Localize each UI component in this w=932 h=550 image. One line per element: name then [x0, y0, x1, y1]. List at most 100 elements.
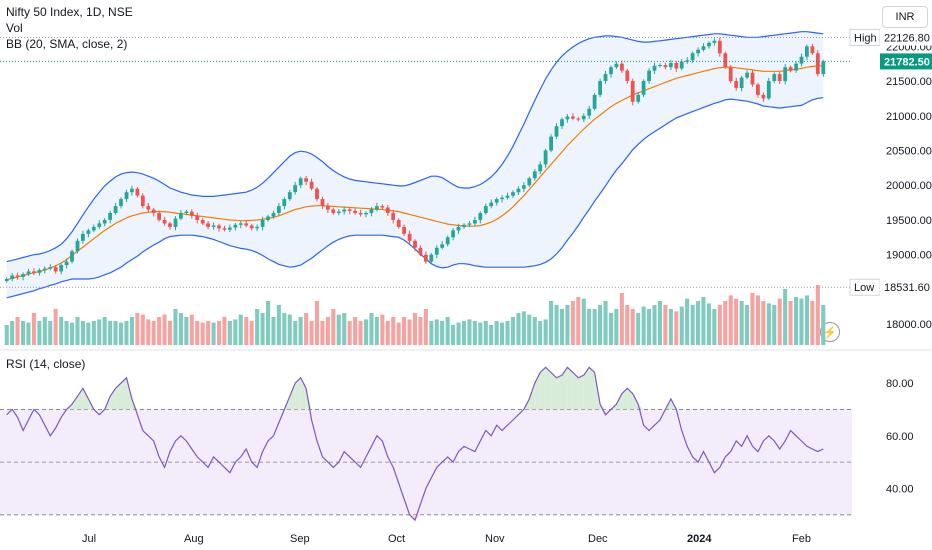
candle-body: [124, 192, 129, 200]
rsi-overbought-fill: [561, 367, 568, 410]
volume-bar: [549, 301, 554, 345]
candle-body: [674, 63, 679, 69]
candle-body: [64, 261, 69, 266]
candle-body: [353, 210, 357, 213]
candle-body: [614, 63, 619, 68]
rsi-overbought-fill: [529, 383, 535, 410]
candle-body: [630, 81, 635, 102]
candle-body: [42, 268, 47, 270]
candle-body: [336, 211, 341, 213]
candle-body: [805, 46, 809, 57]
volume-bar: [391, 317, 396, 345]
candle-body: [418, 247, 423, 255]
volume-bar: [287, 314, 292, 345]
volume-bar: [696, 301, 701, 345]
rsi-legend[interactable]: RSI (14, close): [6, 357, 86, 371]
candle-body: [396, 220, 401, 227]
candle-body: [315, 188, 319, 200]
volume-bar: [59, 317, 64, 345]
candle-body: [21, 274, 25, 277]
candle-body: [91, 226, 96, 231]
rsi-overbought-fill: [72, 396, 78, 410]
volume-bar: [766, 303, 771, 345]
candle-body: [157, 213, 161, 220]
candle-body: [587, 108, 592, 116]
rsi-overbought-fill: [300, 377, 307, 410]
volume-bar: [783, 289, 788, 345]
candle-body: [402, 226, 406, 234]
volume-bar: [314, 301, 319, 345]
volume-bar: [500, 322, 505, 345]
last-price-tag: 21782.50: [884, 56, 930, 68]
rsi-overbought-fill: [121, 377, 127, 410]
candle-body: [37, 270, 42, 273]
volume-bar: [788, 301, 793, 345]
volume-bar: [206, 321, 211, 345]
candle-body: [696, 49, 700, 54]
volume-bar: [168, 321, 173, 345]
rsi-overbought-fill: [115, 383, 122, 410]
candle-body: [549, 136, 553, 151]
volume-bar: [304, 313, 309, 345]
volume-bar: [119, 322, 124, 345]
volume-bar: [799, 298, 804, 345]
candle-body: [130, 188, 134, 193]
volume-bar: [244, 317, 249, 345]
candle-body: [451, 230, 455, 238]
volume-bar: [652, 305, 657, 345]
candle-body: [282, 199, 287, 206]
volume-bar: [233, 319, 238, 345]
candle-body: [293, 185, 298, 193]
candle-body: [456, 226, 461, 231]
volume-bar: [587, 309, 592, 345]
volume-bar: [407, 319, 412, 345]
volume-bar: [347, 321, 352, 345]
volume-legend[interactable]: Vol: [6, 21, 23, 35]
candle-body: [554, 126, 559, 137]
high-label: High: [854, 33, 877, 45]
volume-bar: [15, 317, 20, 345]
volume-bar: [37, 321, 42, 345]
candle-body: [260, 220, 265, 227]
time-tick-label: Nov: [485, 533, 505, 545]
volume-bar: [440, 321, 445, 345]
volume-bar: [745, 305, 750, 345]
chart-title: Nifty 50 Index, 1D, NSE: [6, 5, 133, 19]
candle-body: [26, 271, 31, 275]
candle-body: [620, 63, 624, 71]
candle-body: [652, 65, 657, 71]
volume-bar: [598, 305, 603, 345]
candle-body: [211, 225, 216, 227]
volume-bar: [31, 313, 36, 345]
rsi-overbought-fill: [567, 367, 573, 410]
volume-bar: [641, 306, 646, 345]
candle-body: [385, 207, 390, 214]
volume-bar: [510, 317, 515, 345]
volume-bar: [619, 293, 624, 345]
high-value-box: [880, 29, 932, 46]
volume-bar: [86, 322, 91, 345]
candle-body: [249, 225, 254, 229]
candle-body: [266, 216, 270, 220]
volume-bar: [298, 317, 303, 345]
currency-button[interactable]: INR: [882, 6, 928, 28]
time-tick-label: Jul: [82, 533, 96, 545]
volume-bar: [358, 321, 363, 345]
volume-bar: [260, 313, 265, 345]
candle-body: [15, 275, 20, 277]
volume-bar: [565, 305, 570, 345]
candle-body: [277, 206, 281, 213]
volume-bar: [532, 317, 537, 345]
candle-body: [206, 223, 210, 227]
volume-bar: [668, 309, 673, 345]
candle-body: [200, 220, 205, 224]
candle-body: [10, 275, 15, 279]
candle-body: [712, 40, 717, 43]
volume-bar: [53, 309, 58, 345]
volume-bar: [516, 313, 521, 345]
bollinger-legend[interactable]: BB (20, SMA, close, 2): [6, 37, 128, 51]
candle-body: [102, 220, 107, 224]
candle-body: [717, 40, 722, 54]
candle-body: [135, 188, 140, 196]
